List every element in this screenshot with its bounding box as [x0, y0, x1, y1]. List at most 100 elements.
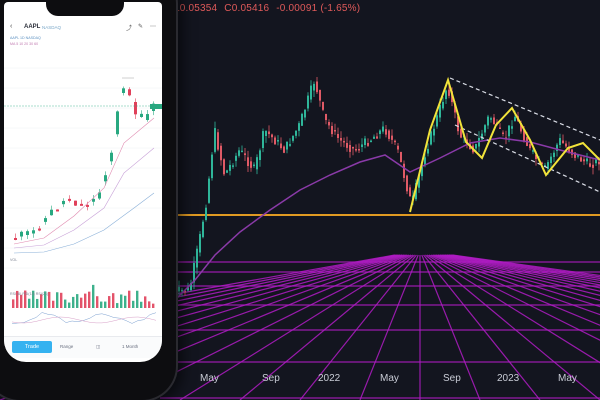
grid-line [443, 254, 600, 286]
volume-label: VOL [10, 258, 18, 262]
candle-body [247, 157, 249, 167]
candle-body [202, 221, 204, 238]
candle-body [568, 146, 570, 153]
candle-body [457, 116, 459, 132]
candle-body [334, 130, 336, 132]
candle-body [274, 137, 276, 145]
candle-body [595, 159, 597, 164]
x-axis-label: 2023 [497, 373, 520, 384]
candle-body [316, 81, 318, 93]
candle-body [373, 136, 375, 139]
x-axis-label: May [200, 373, 219, 384]
chevron-left-icon[interactable]: ‹ [10, 23, 13, 30]
candle-body [271, 134, 273, 138]
candle-body [574, 152, 576, 158]
candle-body [268, 131, 270, 135]
candle-body [193, 263, 195, 283]
candle-body [187, 287, 189, 291]
candle-body [301, 113, 303, 126]
candle-body [394, 140, 396, 143]
candle-body [553, 152, 555, 157]
candle-body [490, 118, 492, 120]
rsi-label: RSI (6) RSI(12) RSI(24) [10, 292, 49, 296]
trade-button[interactable]: Trade [12, 341, 52, 353]
volume-bar [116, 303, 119, 308]
volume-bar [148, 301, 151, 308]
rsi-line [11, 316, 157, 324]
volume-bar [76, 294, 79, 308]
candle-body [532, 150, 534, 152]
x-axis-label: May [380, 373, 399, 384]
candle-body [361, 144, 363, 147]
volume-bar [72, 296, 75, 308]
candle-body [484, 125, 486, 133]
grid-line [359, 254, 419, 400]
candle-body [598, 161, 600, 165]
chart-type-icon[interactable]: ◫ [96, 344, 101, 349]
phone-device: ‹ AAPL NASDAQ ⤴ ✎ ⋯ AAPL 1D NASDAQ MA 5 … [0, 0, 176, 400]
candle-body [397, 145, 399, 150]
candle-body [583, 159, 585, 162]
more-icon[interactable]: ⋯ [150, 24, 156, 30]
volume-bar [68, 302, 71, 308]
volume-bar [152, 303, 155, 308]
candle-body [244, 153, 246, 156]
exchange-label: NASDAQ [42, 24, 62, 30]
candle-body [214, 128, 216, 152]
candle-body [286, 141, 288, 150]
grid-line [430, 254, 600, 326]
ohlc-low: L0.05354 [174, 3, 218, 14]
grid-line [0, 254, 395, 326]
candle-body [367, 143, 369, 146]
candle-body [223, 159, 225, 175]
ohlc-change: -0.00091 (-1.65%) [276, 3, 361, 14]
candle-body [448, 89, 450, 96]
range-selector[interactable]: Range [60, 344, 74, 349]
ma-legend: MA 5 10 20 30 60 [10, 42, 39, 46]
candle-body [298, 123, 300, 131]
volume-bar [56, 292, 59, 308]
candle-body [325, 114, 327, 121]
interval-selector[interactable]: 1 Month [122, 344, 139, 349]
candle-body [427, 148, 429, 154]
grid-line [446, 254, 600, 282]
volume-bar [120, 294, 123, 308]
candle-body [178, 286, 180, 292]
candle-body [253, 164, 255, 167]
candle-body [514, 116, 516, 122]
candle-body [199, 234, 201, 253]
share-icon[interactable]: ⤴ [126, 26, 133, 32]
candle-body [421, 164, 423, 177]
volume-bar [136, 290, 139, 308]
grid-line [441, 254, 600, 289]
volume-bar [100, 301, 103, 308]
candle-body [38, 228, 41, 231]
candle-body [217, 132, 219, 150]
x-axis-label: May [558, 373, 577, 384]
volume-bar [60, 292, 63, 308]
candle-body [235, 155, 237, 161]
ma-line [13, 147, 155, 249]
volume-bar [28, 298, 31, 308]
volume-bar [12, 299, 15, 308]
candle-body [520, 123, 522, 132]
ma-line [13, 192, 155, 254]
candle-body [460, 128, 462, 138]
edit-icon[interactable]: ✎ [138, 24, 144, 30]
candle-body [556, 144, 558, 151]
candle-body [292, 135, 294, 141]
candle-body [277, 140, 279, 142]
candle-body [529, 144, 531, 149]
grid-line [437, 254, 600, 296]
candle-body [385, 129, 387, 135]
candle-body [445, 90, 447, 100]
candle-body [259, 150, 261, 160]
candle-body [322, 102, 324, 110]
candle-body [319, 90, 321, 101]
candle-body [349, 145, 351, 152]
candle-body [343, 141, 345, 143]
x-axis-label: Sep [262, 373, 280, 384]
candle-body [56, 209, 59, 212]
x-axis-label: Sep [443, 373, 461, 384]
